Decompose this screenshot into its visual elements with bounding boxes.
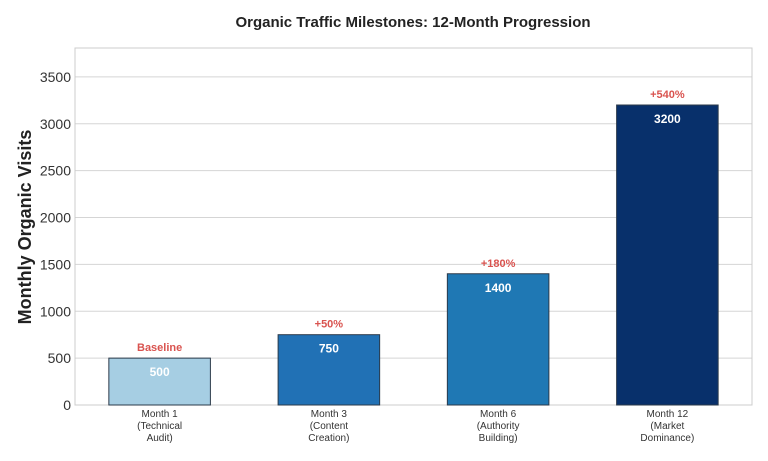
plot-frame <box>74 47 753 406</box>
bar-value-label: 500 <box>150 365 170 379</box>
y-axis-label: Monthly Organic Visits <box>15 130 35 325</box>
x-tick-label: Month 1 (Technical Audit) <box>137 409 182 444</box>
bar-annotation: +180% <box>481 258 516 270</box>
bar-annotation: +50% <box>315 319 344 331</box>
bar-value-label: 1400 <box>485 281 512 295</box>
x-tick-label: Month 3 (Content Creation) <box>308 409 349 444</box>
bar <box>108 357 211 406</box>
y-tick-label: 2000 <box>40 210 71 226</box>
x-tick-label: Month 12 (Market Dominance) <box>640 409 694 444</box>
bar <box>277 334 381 406</box>
y-tick-label: 1500 <box>40 256 71 272</box>
y-tick-label: 500 <box>48 350 72 366</box>
chart-title: Organic Traffic Milestones: 12-Month Pro… <box>235 14 590 31</box>
bar <box>616 104 719 406</box>
y-tick-label: 3000 <box>40 116 71 132</box>
bar-value-label: 3200 <box>654 112 681 126</box>
x-tick-label: Month 6 (Authority Building) <box>477 409 520 444</box>
y-tick-label: 0 <box>63 397 71 413</box>
bar-value-label: 750 <box>319 342 339 356</box>
y-tick-label: 1000 <box>40 303 71 319</box>
y-tick-label: 3500 <box>40 69 71 85</box>
y-tick-label: 2500 <box>40 163 71 179</box>
bar <box>446 273 550 406</box>
bar-annotation: Baseline <box>137 342 182 354</box>
bar-annotation: +540% <box>650 89 685 101</box>
